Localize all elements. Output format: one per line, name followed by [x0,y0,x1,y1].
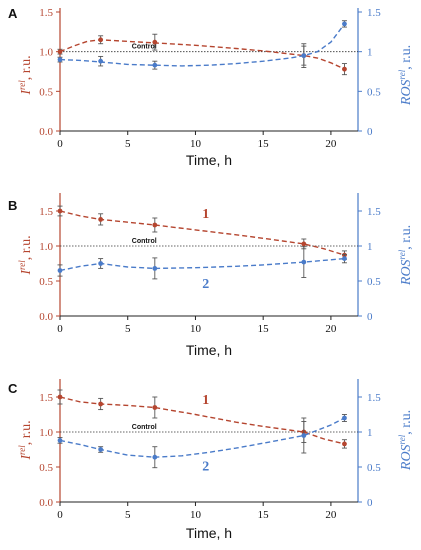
y-right-tick-label: 1.5 [367,206,381,218]
x-tick-label: 0 [57,138,63,150]
data-point [57,438,63,443]
data-point [342,66,347,72]
data-point [98,217,104,222]
data-point [98,261,104,266]
data-point [301,433,307,438]
data-point [57,208,63,214]
y-left-axis-title: Irel, r.u. [17,420,34,460]
data-point [98,58,104,64]
y-right-axis-title: ROSrel, r.u. [397,410,414,471]
y-left-axis-title: Irel, r.u. [17,55,34,95]
data-point [342,415,347,421]
x-axis-title: Time, h [186,152,232,168]
x-tick-label: 5 [125,138,131,150]
x-tick-label: 20 [325,138,337,150]
y-left-tick-label: 1.5 [39,7,53,19]
panel-letter: B [8,198,17,213]
y-right-tick-label: 0 [367,497,373,509]
x-tick-label: 10 [190,323,202,335]
y-left-tick-label: 0.0 [39,497,53,509]
y-left-axis-title: Irel, r.u. [17,235,34,275]
x-tick-label: 0 [57,323,63,335]
chart-panel-B: B 0 5 10 15 20 0.0 0.5 1.0 1.5 0 0.5 1 1.5 Time, h Irel… [8,193,414,358]
y-right-tick-label: 0 [367,126,373,138]
series-line [59,257,345,272]
data-point [342,256,347,261]
data-point [57,57,63,62]
series-line [59,396,345,445]
data-point [301,241,307,247]
data-point [301,259,307,265]
series-line [59,23,346,67]
panel-letter: A [8,6,18,21]
y-left-tick-label: 0.0 [39,126,53,138]
data-point [301,53,307,59]
data-point [152,39,158,45]
y-left-tick-label: 0.5 [39,462,53,474]
x-tick-label: 0 [57,509,63,521]
data-point [342,21,347,27]
data-point [342,441,347,447]
data-point [152,454,158,460]
data-point [57,394,63,400]
y-right-axis-title: ROSrel, r.u. [397,225,414,286]
x-tick-label: 10 [190,138,202,150]
chart-panel-C: C 0 5 10 15 20 0.0 0.5 1.0 1.5 0 0.5 1 1.5 Time, h Irel… [8,379,414,541]
series-label: 2 [202,460,209,475]
series-blue [57,414,347,469]
y-right-tick-label: 0.5 [367,462,381,474]
y-left-tick-label: 1.0 [39,241,53,253]
series-red [57,205,347,260]
x-tick-label: 15 [258,323,270,335]
series-line [59,39,345,70]
control-label: Control [132,238,157,245]
data-point [98,447,104,452]
series-label: 1 [202,207,209,222]
y-right-tick-label: 0.5 [367,86,381,98]
data-point [152,222,158,228]
x-tick-label: 20 [325,509,337,521]
series-line [59,210,345,256]
y-left-tick-label: 0.5 [39,86,53,98]
x-tick-label: 5 [125,509,131,521]
y-right-tick-label: 1 [367,427,373,439]
y-left-tick-label: 0.5 [39,276,53,288]
x-axis-title: Time, h [186,342,232,358]
data-point [57,268,63,273]
y-left-tick-label: 0.0 [39,311,53,323]
series-label: 2 [202,277,209,292]
series-line [59,417,345,458]
y-right-tick-label: 1 [367,47,373,59]
y-left-tick-label: 1.5 [39,206,53,218]
data-point [152,266,158,271]
control-label: Control [132,424,157,431]
panel-letter: C [8,381,18,396]
x-axis-title: Time, h [186,525,232,541]
x-tick-label: 20 [325,323,337,335]
y-right-tick-label: 1 [367,241,373,253]
series-label: 1 [202,393,209,408]
x-tick-label: 5 [125,323,131,335]
y-right-tick-label: 1.5 [367,7,381,19]
chart-panel-A: A 0 5 10 15 20 0.0 0.5 1.0 1.5 0 0.5 1 1.5 Time, h Irel… [8,6,414,168]
y-right-tick-label: 1.5 [367,392,381,404]
x-tick-label: 10 [190,509,202,521]
x-tick-label: 15 [258,138,270,150]
data-point [98,401,104,407]
y-left-tick-label: 1.5 [39,392,53,404]
data-point [57,49,63,55]
x-tick-label: 15 [258,509,270,521]
series-blue [57,246,347,280]
data-point [152,62,158,68]
y-right-axis-title: ROSrel, r.u. [397,45,414,106]
y-right-tick-label: 0.5 [367,276,381,288]
y-right-tick-label: 0 [367,311,373,323]
y-left-tick-label: 1.0 [39,427,53,439]
control-label: Control [132,44,157,51]
series-blue [57,20,347,70]
y-left-tick-label: 1.0 [39,47,53,59]
data-point [152,405,158,410]
data-point [98,37,104,43]
